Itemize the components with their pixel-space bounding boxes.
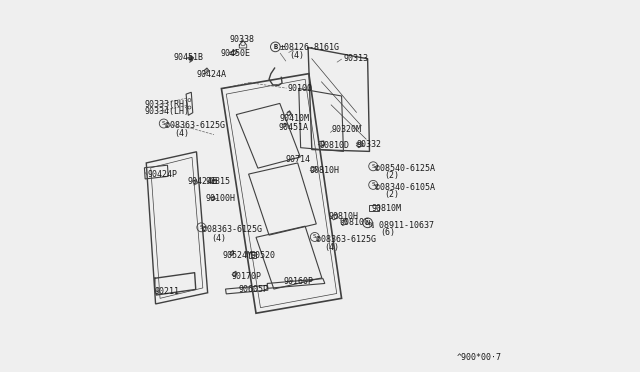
Text: 90810H: 90810H — [328, 212, 358, 221]
Text: (4): (4) — [211, 234, 227, 243]
Text: S: S — [200, 225, 204, 230]
Text: 90160P: 90160P — [284, 278, 314, 286]
Text: (4): (4) — [324, 243, 339, 252]
Text: ©08363-6125G: ©08363-6125G — [316, 235, 376, 244]
Text: 90211: 90211 — [154, 287, 179, 296]
Text: N: N — [365, 220, 370, 226]
Text: ℕ 08911-10637: ℕ 08911-10637 — [369, 221, 434, 230]
Text: 90810M: 90810M — [371, 204, 401, 213]
Text: 90334(LH): 90334(LH) — [145, 107, 189, 116]
Text: 90313: 90313 — [343, 54, 368, 63]
Text: ±08126-8161G: ±08126-8161G — [280, 43, 340, 52]
Text: (4): (4) — [174, 129, 189, 138]
Text: S: S — [162, 121, 166, 126]
Text: 90410M: 90410M — [280, 114, 310, 123]
Bar — [212, 179, 216, 183]
Text: (2): (2) — [384, 171, 399, 180]
Text: 90170P: 90170P — [232, 272, 262, 281]
Text: 90333(RH): 90333(RH) — [145, 100, 189, 109]
Text: 90100: 90100 — [287, 84, 312, 93]
Text: 90815: 90815 — [206, 177, 231, 186]
Text: ©08363-6125G: ©08363-6125G — [202, 225, 262, 234]
Text: S: S — [313, 234, 317, 240]
Text: 90524M: 90524M — [223, 251, 253, 260]
Circle shape — [189, 57, 193, 61]
Text: ©08363-6125G: ©08363-6125G — [165, 121, 225, 130]
Text: S: S — [371, 164, 375, 169]
Text: B: B — [273, 44, 278, 50]
Text: 90332: 90332 — [356, 140, 381, 149]
Text: (6): (6) — [380, 228, 396, 237]
Text: 90810D: 90810D — [319, 141, 349, 150]
Text: ©08540-6125A: ©08540-6125A — [375, 164, 435, 173]
Text: 90714: 90714 — [286, 155, 311, 164]
Bar — [248, 252, 256, 258]
Text: 90451B: 90451B — [173, 53, 203, 62]
Text: ©08340-6105A: ©08340-6105A — [375, 183, 435, 192]
Text: (2): (2) — [384, 190, 399, 199]
Text: S: S — [371, 182, 375, 187]
Text: 90450E: 90450E — [220, 49, 250, 58]
Text: 90605P: 90605P — [239, 285, 269, 294]
Text: (4): (4) — [289, 51, 305, 60]
Text: 90810C: 90810C — [339, 218, 369, 227]
Text: 90424E: 90424E — [187, 177, 217, 186]
Text: 90320M: 90320M — [332, 125, 362, 134]
Text: 90424A: 90424A — [196, 70, 227, 79]
Text: 90424P: 90424P — [147, 170, 177, 179]
Text: 90338: 90338 — [230, 35, 255, 44]
Text: ^900*00·7: ^900*00·7 — [457, 353, 502, 362]
Text: 90451A: 90451A — [278, 123, 308, 132]
Text: 90520: 90520 — [250, 251, 275, 260]
Text: 90100H: 90100H — [206, 194, 236, 203]
Bar — [369, 205, 379, 211]
Text: 90810H: 90810H — [310, 166, 340, 175]
